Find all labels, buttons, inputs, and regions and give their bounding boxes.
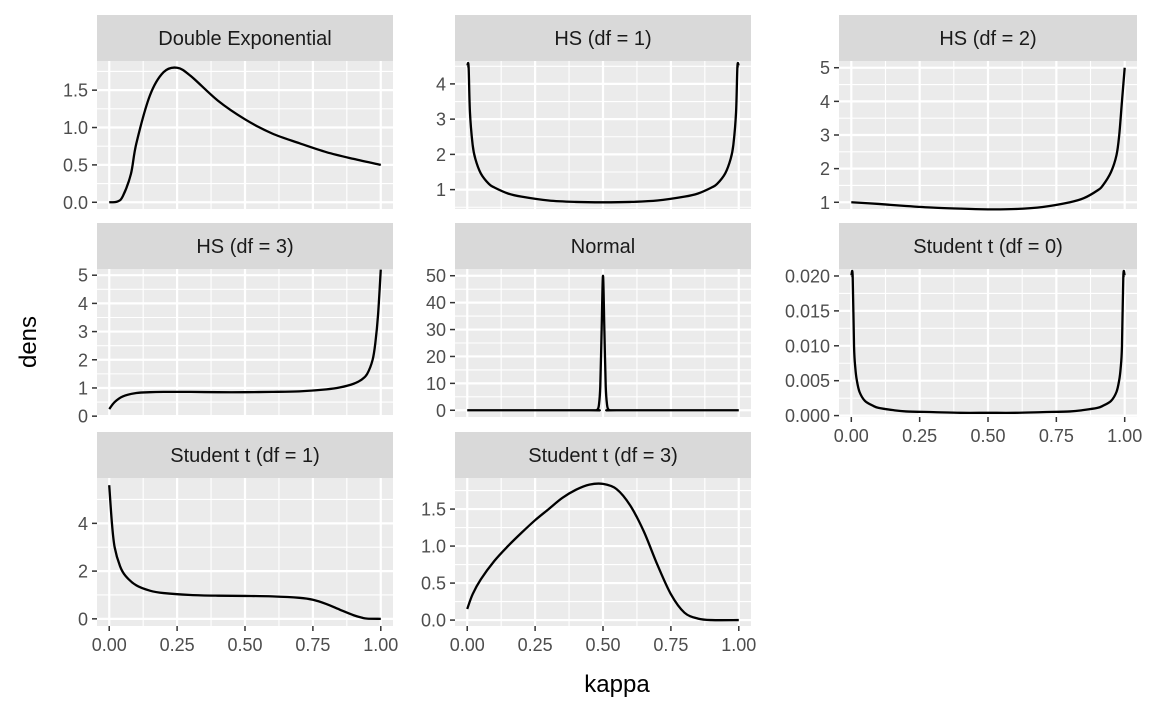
- y-tick-label: 2: [78, 350, 88, 370]
- y-tick-label: 1.0: [63, 118, 88, 138]
- y-tick-label: 10: [426, 374, 446, 394]
- facet-panel: Student t (df = 1) 0 2 4 0.00 0.25 0.50 0.75 1.0…: [78, 432, 398, 655]
- x-tick-label: 0.00: [92, 635, 127, 655]
- facet-strip: [97, 432, 393, 478]
- y-tick-label: 0.005: [785, 371, 830, 391]
- facet-strip-label: Student t (df = 0): [913, 236, 1063, 258]
- y-tick-label: 0: [78, 407, 88, 427]
- x-tick-label: 0.00: [450, 635, 485, 655]
- facet-strip-label: HS (df = 1): [554, 28, 651, 50]
- facet-panel: Double Exponential 0.0 0.5 1.0 1.5: [63, 15, 393, 213]
- facet-strip-label: HS (df = 2): [939, 28, 1036, 50]
- density-line: [850, 269, 1126, 415]
- facet-strip: [97, 15, 393, 61]
- facet-panel: HS (df = 1) 1 2 3 4: [436, 15, 751, 209]
- y-tick-label: 0.010: [785, 336, 830, 356]
- facet-strip-label: Normal: [571, 236, 635, 258]
- x-tick-label: 0.25: [160, 635, 195, 655]
- y-tick-label: 1.5: [421, 500, 446, 520]
- density-line: [466, 61, 740, 204]
- y-tick-label: 5: [78, 266, 88, 286]
- density-line: [109, 66, 382, 204]
- x-tick-label: 0.50: [970, 426, 1005, 446]
- facet-strip: [455, 15, 751, 61]
- y-tick-label: 0.5: [63, 155, 88, 175]
- facet-panel: HS (df = 2) 1 2 3 4 5: [820, 15, 1137, 213]
- facet-strip: [455, 432, 751, 478]
- y-tick-label: 20: [426, 347, 446, 367]
- x-tick-label: 0.25: [902, 426, 937, 446]
- facet-strip: [839, 15, 1137, 61]
- x-tick-label: 0.50: [585, 635, 620, 655]
- y-tick-label: 1: [436, 180, 446, 200]
- y-tick-label: 2: [78, 562, 88, 582]
- y-tick-label: 0.015: [785, 301, 830, 321]
- y-tick-label: 1.5: [63, 81, 88, 101]
- x-tick-label: 1.00: [1107, 426, 1142, 446]
- density-line: [108, 269, 382, 410]
- x-tick-label: 0.00: [834, 426, 869, 446]
- y-tick-label: 3: [436, 110, 446, 130]
- facet-panel: Normal 0 10 20 30 40 50: [426, 223, 751, 421]
- y-tick-label: 2: [436, 145, 446, 165]
- y-tick-label: 0.000: [785, 406, 830, 426]
- x-tick-label: 1.00: [721, 635, 756, 655]
- x-tick-label: 1.00: [363, 635, 398, 655]
- facet-panel: HS (df = 3) 0 1 2 3 4 5: [78, 223, 393, 427]
- facet-panel: Student t (df = 0) 0.000 0.005 0.010 0.015 0.…: [785, 223, 1142, 446]
- y-axis-title: dens: [15, 316, 42, 368]
- y-tick-label: 0.0: [63, 193, 88, 213]
- x-tick-label: 0.50: [227, 635, 262, 655]
- y-tick-label: 0: [436, 401, 446, 421]
- y-tick-label: 0.5: [421, 574, 446, 594]
- facet-strip: [839, 223, 1137, 269]
- facet-strip: [97, 223, 393, 269]
- y-tick-label: 30: [426, 320, 446, 340]
- facet-strip-label: Double Exponential: [158, 28, 331, 50]
- y-tick-label: 1.0: [421, 537, 446, 557]
- facet-strip-label: Student t (df = 3): [528, 445, 678, 467]
- y-tick-label: 50: [426, 266, 446, 286]
- facet-panels: Double Exponential 0.0 0.5 1.0 1.5 HS (df = 1…: [63, 15, 1142, 655]
- density-line: [851, 67, 1126, 211]
- y-tick-label: 4: [78, 294, 88, 314]
- x-tick-label: 0.75: [295, 635, 330, 655]
- facet-panel: Student t (df = 3) 0.0 0.5 1.0 1.5 0.00 0.25 0.…: [421, 432, 756, 655]
- x-tick-label: 0.75: [1039, 426, 1074, 446]
- y-tick-label: 1: [78, 378, 88, 398]
- facet-strip-label: HS (df = 3): [196, 236, 293, 258]
- x-tick-label: 0.75: [653, 635, 688, 655]
- y-tick-label: 0.020: [785, 266, 830, 286]
- x-tick-label: 0.25: [518, 635, 553, 655]
- x-axis-title: kappa: [584, 671, 650, 698]
- density-line: [467, 274, 739, 412]
- facet-strip-label: Student t (df = 1): [170, 445, 320, 467]
- facet-strip: [455, 223, 751, 269]
- y-tick-label: 3: [820, 126, 830, 146]
- y-tick-label: 4: [436, 74, 446, 94]
- y-tick-label: 4: [78, 514, 88, 534]
- y-tick-label: 4: [820, 92, 830, 112]
- density-line: [108, 485, 381, 620]
- y-tick-label: 0.0: [421, 611, 446, 631]
- y-tick-label: 40: [426, 293, 446, 313]
- y-tick-label: 3: [78, 322, 88, 342]
- y-tick-label: 5: [820, 58, 830, 78]
- density-line: [466, 482, 739, 622]
- y-tick-label: 2: [820, 159, 830, 179]
- y-tick-label: 0: [78, 609, 88, 629]
- y-tick-label: 1: [820, 193, 830, 213]
